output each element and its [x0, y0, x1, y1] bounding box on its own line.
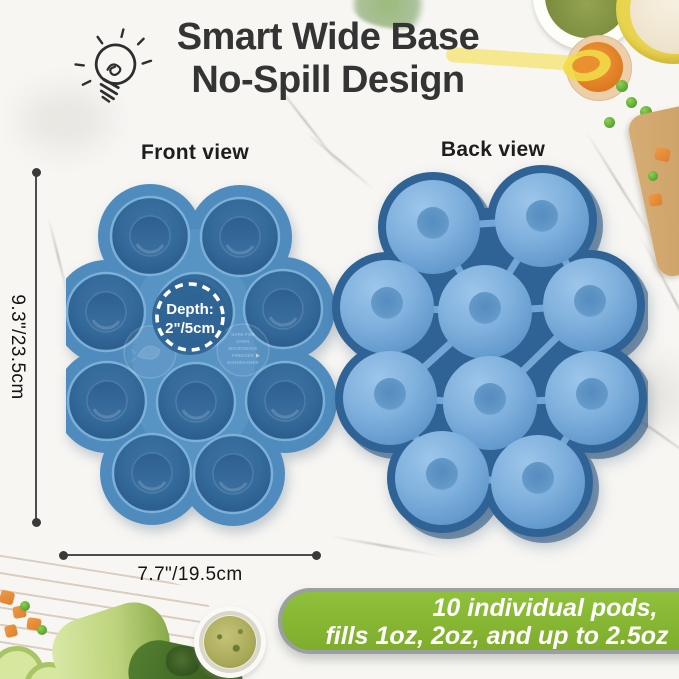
- height-dimension-label: 9.3"/23.5cm: [7, 294, 28, 400]
- back-view-label: Back view: [440, 138, 546, 161]
- banner-line-1: 10 individual pods,: [432, 594, 658, 622]
- marble-shade: [20, 90, 110, 150]
- banner-line-2: fills 1oz, 2oz, and up to 2.5oz: [325, 622, 669, 650]
- pea-photo: [20, 601, 30, 611]
- svg-text:OVEN: OVEN: [236, 339, 249, 344]
- pea-photo: [616, 80, 628, 92]
- svg-text:DISHWASHER: DISHWASHER: [227, 360, 259, 365]
- dimension-dot: [32, 518, 41, 527]
- pea-photo: [626, 97, 637, 108]
- dimension-dot: [59, 551, 68, 560]
- svg-text:SAFE FOR: SAFE FOR: [231, 332, 255, 337]
- pea-photo: [604, 117, 615, 128]
- carrot-cube-photo: [648, 193, 663, 207]
- depth-badge-line1: Depth:: [166, 301, 214, 318]
- width-dimension-label: 7.7"/19.5cm: [137, 564, 243, 585]
- front-tray-image: SAFE FOR OVEN MICROWAVE FREEZER DISHWASH…: [66, 184, 337, 526]
- depth-badge: Depth: 2"/5cm: [152, 279, 228, 355]
- svg-text:FREEZER: FREEZER: [232, 353, 255, 358]
- pea-photo: [37, 625, 47, 635]
- safety-emboss-text: SAFE FOR OVEN MICROWAVE FREEZER DISHWASH…: [216, 323, 270, 377]
- dimension-dot: [312, 551, 321, 560]
- page-title: Smart Wide Base No-Spill Design: [128, 16, 528, 102]
- front-view-label: Front view: [140, 141, 249, 164]
- depth-badge-line2: 2"/5cm: [165, 320, 215, 337]
- pesto-jar-contents: [204, 616, 256, 668]
- height-dimension-line: [35, 172, 37, 522]
- back-tray-image: [332, 165, 648, 543]
- title-line-1: Smart Wide Base: [176, 16, 480, 58]
- title-line-2: No-Spill Design: [191, 59, 465, 101]
- width-dimension-line: [63, 554, 316, 556]
- lightbulb-sketch-icon: [74, 28, 153, 103]
- carrot-cube-photo: [653, 146, 672, 163]
- capacity-banner: 10 individual pods, fills 1oz, 2oz, and …: [278, 588, 679, 654]
- svg-text:MICROWAVE: MICROWAVE: [228, 346, 257, 351]
- dimension-dot: [32, 168, 41, 177]
- pea-photo: [648, 171, 658, 181]
